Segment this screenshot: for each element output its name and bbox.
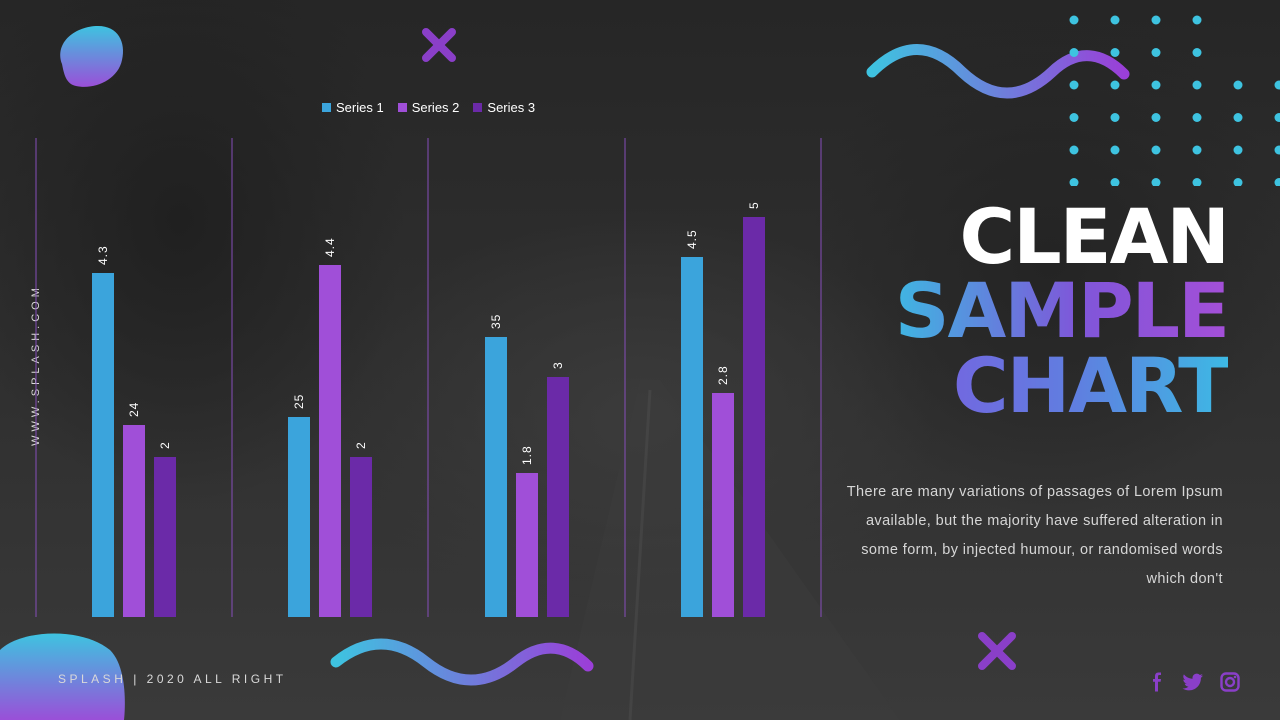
data-label-series-1-group-3: 35 [489,314,503,329]
legend-swatch-series-1 [322,103,331,112]
decor-dot [1151,113,1161,122]
legend-swatch-series-2 [397,103,407,112]
title-block: CLEAN SAMPLE CHART [894,192,1230,423]
dot-grid [1069,15,1280,186]
facebook-icon[interactable] [1148,672,1166,692]
data-label-series-3-group-1: 2 [158,441,172,449]
title-line-sample: SAMPLE [894,266,1230,356]
bar-series-3-group-4 [743,217,765,617]
decor-dot [1192,15,1202,25]
legend-item-series-1: Series 1 [322,100,384,115]
bar-series-1-group-4 [681,257,703,617]
decor-dot [1069,113,1079,122]
bar-series-1-group-2 [288,417,310,617]
legend-label-series-1: Series 1 [336,100,384,115]
instagram-icon[interactable] [1220,672,1240,692]
legend-label-series-2: Series 2 [411,100,460,115]
decor-dot [1233,145,1243,155]
legend-item-series-2: Series 2 [397,100,460,115]
data-label-series-1-group-4: 4.5 [685,229,699,249]
decor-dot [1192,80,1202,90]
decor-dot [1274,145,1280,155]
bar-series-3-group-3 [547,377,569,617]
decor-dot [1151,178,1161,186]
blob-top-left [60,26,123,87]
decor-dot [1233,178,1243,186]
decor-dot [1192,48,1202,57]
bar-series-2-group-2 [319,265,341,617]
decor-dot [1069,15,1079,25]
decor-dot [1274,80,1280,90]
decor-dot [1069,145,1079,155]
data-label-series-1-group-2: 25 [292,394,306,409]
chart-legend: Series 1 Series 2 Series 3 [322,100,535,115]
decor-dot [1233,80,1243,90]
body-paragraph: There are many variations of passages of… [846,484,1223,587]
bar-series-3-group-1 [154,457,176,617]
data-label-series-3-group-3: 3 [551,361,565,369]
data-label-series-2-group-3: 1.8 [520,445,534,465]
social-links [1148,672,1240,692]
decor-dot [1110,113,1120,122]
legend-label-series-3: Series 3 [487,100,536,115]
data-label-series-3-group-2: 2 [354,441,368,449]
bar-series-1-group-3 [485,337,507,617]
decor-dot [1274,178,1280,186]
bar-series-2-group-3 [516,473,538,617]
data-label-series-2-group-2: 4.4 [323,237,337,257]
footer-copyright: SPLASH | 2020 ALL RIGHT [58,672,287,686]
cross-icon-top [422,28,456,62]
decor-dot [1110,48,1120,57]
decor-dot [1110,80,1120,90]
decor-dot [1110,145,1120,155]
decor-dot [1151,15,1161,25]
bar-series-1-group-1 [92,273,114,617]
decor-dot [1069,80,1079,90]
title-line-clean: CLEAN [959,192,1230,281]
decor-dot [1069,178,1079,186]
decor-dot [1192,145,1202,155]
decor-dot [1192,178,1202,186]
legend-item-series-3: Series 3 [473,100,535,115]
bar-series-3-group-2 [350,457,372,617]
wave-top-right [866,44,1130,99]
data-label-series-2-group-1: 24 [127,402,141,417]
decor-dot [1151,145,1161,155]
decor-dot [1069,48,1079,57]
data-label-series-1-group-1: 4.3 [96,245,110,265]
data-label-series-3-group-4: 5 [747,201,761,209]
decor-dot [1192,113,1202,122]
decor-dot [1151,48,1161,57]
legend-swatch-series-3 [473,103,483,112]
decor-dot [1110,178,1120,186]
twitter-icon[interactable] [1182,673,1204,691]
data-label-series-2-group-4: 2.8 [716,365,730,385]
decor-dot [1151,80,1161,90]
decor-dot [1110,15,1120,25]
title-line-chart: CHART [895,347,1230,423]
wave-bottom [330,638,594,686]
decor-dot [1274,113,1280,122]
cross-icon-bottom [978,632,1016,670]
blob-bottom-left [0,633,125,720]
bar-series-2-group-1 [123,425,145,617]
bar-series-2-group-4 [712,393,734,617]
decor-dot [1233,113,1243,122]
